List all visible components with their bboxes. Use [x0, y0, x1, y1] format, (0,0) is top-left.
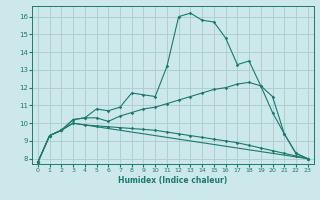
X-axis label: Humidex (Indice chaleur): Humidex (Indice chaleur) [118, 176, 228, 185]
